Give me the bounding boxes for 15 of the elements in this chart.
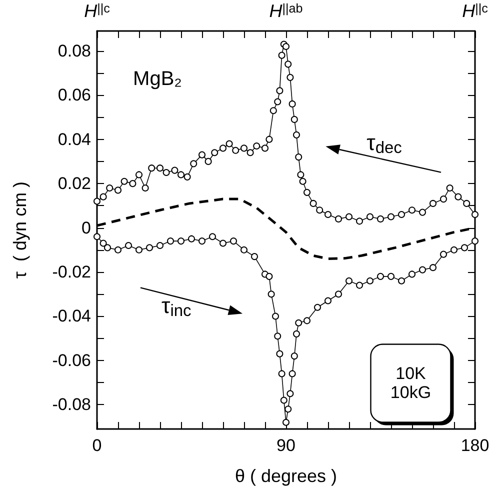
y-tick-label: -0.06 <box>52 350 91 370</box>
y-tick-label: 0.06 <box>58 86 91 105</box>
y-axis-title: τ ( dyn cm ) <box>10 181 30 279</box>
y-tick-label: 0.08 <box>58 41 91 60</box>
y-tick-label: 0 <box>82 218 91 238</box>
y-tick-label: 0.04 <box>58 130 91 149</box>
annotation: 10K 10kG <box>390 364 432 402</box>
y-tick-label: -0.02 <box>52 262 91 282</box>
x-tick-label: 180 <box>460 436 490 455</box>
annotation: MgB₂ <box>133 68 182 90</box>
x-axis-title: θ ( degrees ) <box>234 466 338 486</box>
x-tick-label: 90 <box>276 436 296 455</box>
y-tick-label: -0.04 <box>52 306 91 326</box>
y-tick-label: -0.08 <box>52 395 91 414</box>
y-tick-label: 0.02 <box>58 174 91 194</box>
